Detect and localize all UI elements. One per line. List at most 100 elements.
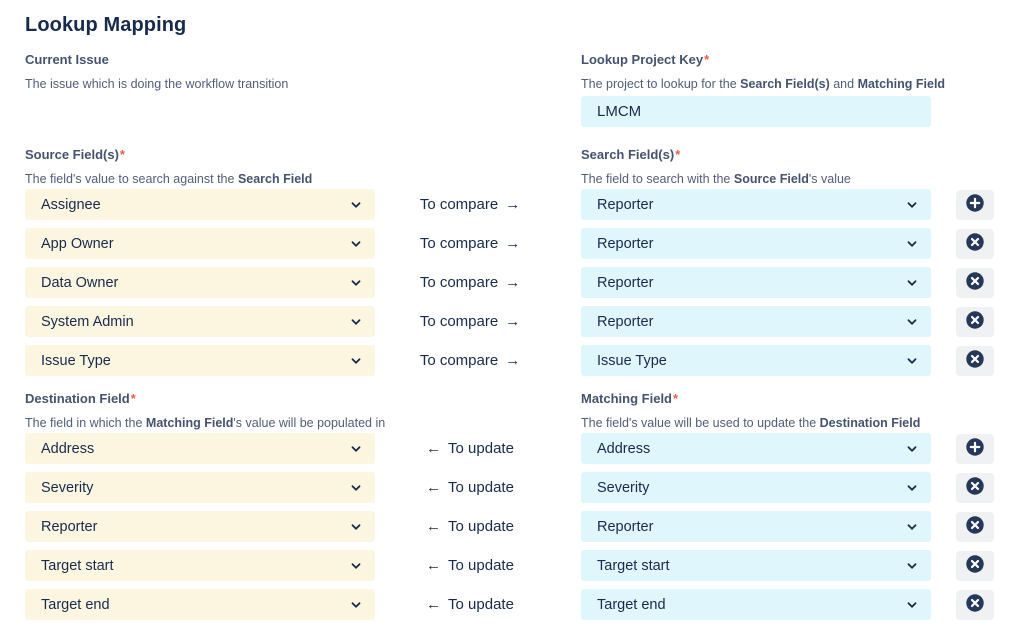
required-asterisk: * xyxy=(673,391,679,406)
remove-compare-row-button[interactable] xyxy=(956,345,994,376)
destination-field-select[interactable]: Reporter xyxy=(25,511,375,542)
top-section: Current Issue The issue which is doing t… xyxy=(25,52,1027,127)
search-field-select[interactable]: Reporter xyxy=(581,228,931,259)
matching-field-select[interactable]: Reporter xyxy=(581,511,931,542)
remove-compare-row-button[interactable] xyxy=(956,267,994,298)
compare-row: System Admin To compare → Reporter xyxy=(25,306,1027,337)
select-value: Target start xyxy=(41,557,114,574)
lookup-project-key-description: The project to lookup for the Search Fie… xyxy=(581,77,946,91)
select-value: Assignee xyxy=(41,196,101,213)
chevron-down-icon xyxy=(349,354,363,368)
update-row: Target start ← To update Target start xyxy=(25,550,1027,581)
arrow-right-icon: → xyxy=(505,274,521,291)
current-issue-title: Current Issue xyxy=(25,52,109,67)
required-asterisk: * xyxy=(119,147,125,162)
current-issue-block: Current Issue The issue which is doing t… xyxy=(25,52,581,94)
compare-label: To compare → xyxy=(419,313,521,330)
chevron-down-icon xyxy=(905,559,919,573)
chevron-down-icon xyxy=(905,276,919,290)
matching-field-title: Matching Field* xyxy=(581,391,679,406)
chevron-down-icon xyxy=(905,520,919,534)
source-field-select[interactable]: Assignee xyxy=(25,189,375,220)
matching-field-select[interactable]: Target end xyxy=(581,589,931,620)
select-value: Data Owner xyxy=(41,274,119,291)
matching-field-select[interactable]: Target start xyxy=(581,550,931,581)
select-value: Address xyxy=(41,440,95,457)
remove-update-row-button[interactable] xyxy=(956,550,994,581)
arrow-left-icon: ← xyxy=(426,479,442,496)
x-circle-icon xyxy=(965,515,985,538)
plus-circle-icon xyxy=(965,193,985,216)
search-field-select[interactable]: Issue Type xyxy=(581,345,931,376)
select-value: Reporter xyxy=(597,274,654,291)
destination-field-select[interactable]: Target end xyxy=(25,589,375,620)
compare-row: Assignee To compare → Reporter xyxy=(25,189,1027,220)
select-value: Address xyxy=(597,440,651,457)
destination-field-select[interactable]: Severity xyxy=(25,472,375,503)
chevron-down-icon xyxy=(349,198,363,212)
compare-row: Data Owner To compare → Reporter xyxy=(25,267,1027,298)
required-asterisk: * xyxy=(675,147,681,162)
remove-update-row-button[interactable] xyxy=(956,511,994,542)
update-label: ← To update xyxy=(426,596,514,613)
search-field-title: Search Field(s)* xyxy=(581,147,681,162)
source-field-description: The field's value to search against the … xyxy=(25,172,313,186)
matching-field-select[interactable]: Severity xyxy=(581,472,931,503)
update-row: Severity ← To update Severity xyxy=(25,472,1027,503)
select-value: Reporter xyxy=(597,196,654,213)
destination-field-select[interactable]: Target start xyxy=(25,550,375,581)
source-field-select[interactable]: Issue Type xyxy=(25,345,375,376)
matching-field-select[interactable]: Address xyxy=(581,433,931,464)
page-title: Lookup Mapping xyxy=(25,14,187,36)
search-field-select[interactable]: Reporter xyxy=(581,306,931,337)
compare-label: To compare → xyxy=(419,235,521,252)
arrow-left-icon: ← xyxy=(426,518,442,535)
destination-field-select[interactable]: Address xyxy=(25,433,375,464)
compare-row: App Owner To compare → Reporter xyxy=(25,228,1027,259)
search-field-select[interactable]: Reporter xyxy=(581,267,931,298)
chevron-down-icon xyxy=(905,315,919,329)
lookup-project-key-input[interactable] xyxy=(581,96,931,127)
update-row: Address ← To update Address xyxy=(25,433,1027,464)
matching-field-block: Matching Field* The field's value will b… xyxy=(581,391,994,433)
chevron-down-icon xyxy=(349,598,363,612)
source-field-select[interactable]: App Owner xyxy=(25,228,375,259)
destination-field-description: The field in which the Matching Field's … xyxy=(25,416,386,430)
add-compare-row-button[interactable] xyxy=(956,189,994,220)
update-label: ← To update xyxy=(426,518,514,535)
compare-label: To compare → xyxy=(419,196,521,213)
update-row: Target end ← To update Target end xyxy=(25,589,1027,620)
select-value: Issue Type xyxy=(41,352,111,369)
select-value: Reporter xyxy=(597,313,654,330)
search-field-block: Search Field(s)* The field to search wit… xyxy=(581,147,994,189)
x-circle-icon xyxy=(965,310,985,333)
chevron-down-icon xyxy=(349,520,363,534)
chevron-down-icon xyxy=(905,481,919,495)
source-field-select[interactable]: System Admin xyxy=(25,306,375,337)
search-field-select[interactable]: Reporter xyxy=(581,189,931,220)
remove-update-row-button[interactable] xyxy=(956,589,994,620)
lookup-project-key-block: Lookup Project Key* The project to looku… xyxy=(581,52,994,127)
current-issue-description: The issue which is doing the workflow tr… xyxy=(25,77,289,91)
select-value: Reporter xyxy=(597,518,654,535)
compare-label: To compare → xyxy=(419,274,521,291)
update-section-header: Destination Field* The field in which th… xyxy=(25,391,1027,433)
chevron-down-icon xyxy=(349,442,363,456)
arrow-right-icon: → xyxy=(505,352,521,369)
remove-update-row-button[interactable] xyxy=(956,472,994,503)
x-circle-icon xyxy=(965,554,985,577)
remove-compare-row-button[interactable] xyxy=(956,228,994,259)
chevron-down-icon xyxy=(349,237,363,251)
chevron-down-icon xyxy=(349,315,363,329)
source-field-select[interactable]: Data Owner xyxy=(25,267,375,298)
remove-compare-row-button[interactable] xyxy=(956,306,994,337)
update-label: ← To update xyxy=(426,479,514,496)
chevron-down-icon xyxy=(349,559,363,573)
select-value: Target end xyxy=(41,596,110,613)
select-value: App Owner xyxy=(41,235,114,252)
add-update-row-button[interactable] xyxy=(956,433,994,464)
arrow-right-icon: → xyxy=(505,196,521,213)
required-asterisk: * xyxy=(130,391,136,406)
arrow-left-icon: ← xyxy=(426,440,442,457)
chevron-down-icon xyxy=(349,481,363,495)
